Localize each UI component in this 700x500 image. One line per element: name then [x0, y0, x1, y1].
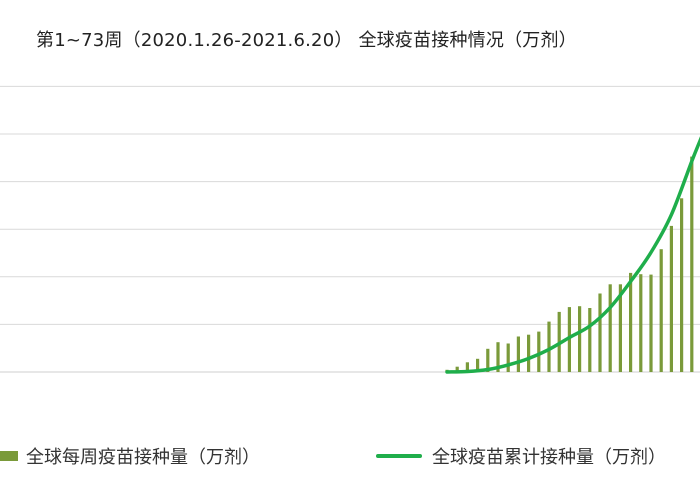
bar-week-71	[680, 198, 684, 372]
bar-week-50	[465, 362, 469, 372]
bar-week-51	[476, 358, 480, 372]
bar-week-57	[537, 331, 541, 372]
bar-week-55	[516, 336, 520, 372]
bar-week-62	[588, 308, 592, 372]
legend-line-swatch	[376, 454, 422, 458]
bar-week-49	[455, 366, 459, 372]
bar-week-70	[669, 225, 673, 372]
bar-week-52	[486, 348, 490, 372]
bar-week-69	[659, 249, 663, 372]
bar-week-67	[639, 274, 643, 372]
legend-item-cumulative: 全球疫苗累计接种量（万剂）	[376, 443, 666, 469]
bar-week-61	[578, 306, 582, 372]
bar-week-53	[496, 342, 500, 372]
bar-week-63	[598, 293, 602, 372]
bar-week-60	[567, 307, 571, 372]
legend-label-cumulative: 全球疫苗累计接种量（万剂）	[432, 447, 666, 468]
chart-title: 第1~73周（2020.1.26-2021.6.20） 全球疫苗接种情况（万剂）	[36, 30, 577, 51]
gridlines	[0, 85, 700, 373]
bar-week-68	[649, 274, 653, 372]
bar-week-54	[506, 343, 510, 372]
legend-bar-swatch	[0, 451, 18, 461]
cumulative-line	[445, 136, 700, 374]
bar-week-72	[690, 156, 694, 372]
bar-week-56	[527, 334, 531, 372]
legend-item-weekly: 全球每周疫苗接种量（万剂）	[0, 443, 260, 469]
line-series	[445, 136, 700, 374]
bar-week-64	[608, 284, 612, 372]
bar-week-65	[618, 284, 622, 372]
bar-week-58	[547, 321, 551, 372]
bar-week-66	[629, 272, 633, 372]
legend-label-weekly: 全球每周疫苗接种量（万剂）	[26, 447, 260, 468]
